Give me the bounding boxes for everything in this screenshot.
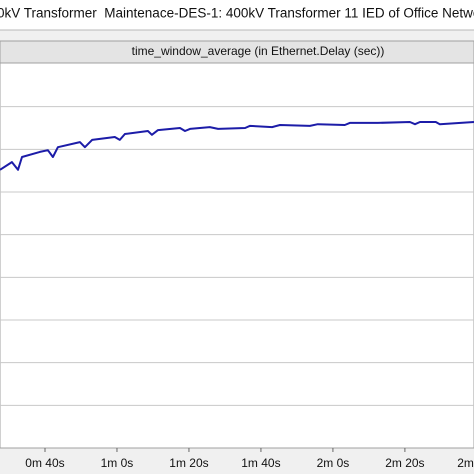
x-tick-label: 2m 20s [385, 456, 424, 470]
x-tick-label: 2m 40s [457, 456, 474, 470]
plot-title: time_window_average (in Ethernet.Delay (… [132, 44, 385, 58]
x-tick-label: 2m 0s [317, 456, 350, 470]
title-strip [0, 0, 474, 30]
plot-area [0, 62, 474, 449]
x-tick-label: 0m 40s [25, 456, 64, 470]
x-tick-label: 1m 40s [241, 456, 280, 470]
x-tick-label: 1m 20s [169, 456, 208, 470]
x-tick-label: 1m 0s [101, 456, 134, 470]
window-title: 0kV Transformer Maintenace-DES-1: 400kV … [0, 6, 474, 21]
data-line [0, 121, 474, 171]
